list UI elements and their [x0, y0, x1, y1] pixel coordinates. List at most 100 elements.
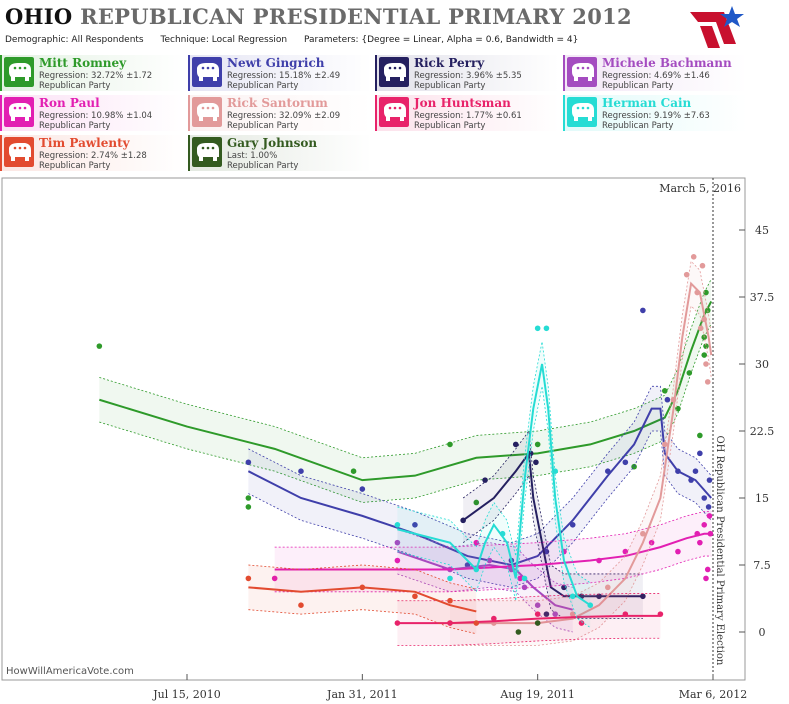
poll-point [690, 254, 697, 260]
elephant-icon [567, 97, 597, 127]
poll-point [578, 620, 585, 626]
candidate-party: Republican Party [39, 161, 111, 171]
poll-point [534, 325, 541, 332]
poll-point [694, 530, 701, 537]
series-line [247, 407, 712, 567]
y-tick-label: 30 [755, 358, 769, 371]
candidate-name: Tim Pawlenty [39, 136, 130, 150]
candidate-regression: Regression: 10.98% ±1.04 [39, 111, 153, 121]
poll-point [359, 584, 366, 591]
poll-point [657, 611, 664, 617]
poll-point [697, 539, 703, 546]
elephant-icon [4, 97, 34, 127]
poll-point [412, 522, 418, 528]
lower-bound-line [397, 573, 573, 633]
poll-point [473, 566, 480, 573]
poll-point [543, 325, 550, 332]
parameters-line: Demographic: All Respondents Technique: … [5, 35, 592, 45]
y-tick-label: 22.5 [750, 425, 775, 438]
poll-point [670, 396, 677, 403]
poll-point [533, 459, 539, 466]
title-state: OHIO [5, 4, 73, 29]
poll-point [394, 522, 401, 528]
candidate-party: Republican Party [414, 121, 486, 131]
poll-point [640, 530, 646, 537]
y-tick-label: 37.5 [750, 291, 775, 304]
elephant-icon [192, 137, 222, 167]
parameters-label: Parameters: {Degree = Linear, Alpha = 0.… [304, 35, 579, 45]
poll-point [703, 361, 709, 367]
poll-point [245, 504, 252, 510]
lower-bound-line [248, 609, 477, 635]
poll-point [675, 548, 681, 555]
candidate-regression: Regression: 32.72% ±1.72 [39, 71, 153, 81]
poll-point [499, 530, 506, 537]
poll-point [527, 450, 534, 457]
poll-point [704, 307, 711, 314]
poll-point [699, 262, 706, 269]
poll-point [703, 289, 709, 296]
poll-point [701, 495, 708, 501]
poll-point [534, 620, 541, 626]
today-label: March 5, 2016 [659, 182, 741, 195]
poll-point [569, 611, 576, 617]
poll-point [596, 557, 602, 564]
y-tick-label: 45 [755, 224, 769, 237]
candidate-party: Republican Party [227, 121, 299, 131]
confidence-band [450, 261, 712, 646]
candidate-card: Rick Perry Regression: 3.96% ±5.35 Republi… [375, 55, 559, 91]
poll-point [534, 441, 541, 448]
x-tick-label: Aug 19, 2011 [499, 688, 575, 701]
elephant-icon [379, 97, 409, 127]
poll-point [605, 584, 611, 591]
poll-point [622, 611, 629, 617]
election-label: OH Republican Presidential Primary Elect… [714, 435, 725, 665]
series-line [462, 450, 643, 598]
candidate-name: Mitt Romney [39, 56, 127, 70]
poll-point [701, 316, 708, 323]
poll-point [701, 352, 708, 358]
series-line [99, 301, 713, 482]
candidate-name: Herman Cain [602, 96, 692, 110]
poll-point [534, 602, 541, 608]
poll-point [543, 611, 550, 617]
poll-point [359, 486, 366, 492]
poll-point [552, 611, 558, 617]
elephant-icon [567, 57, 597, 87]
poll-point [706, 513, 713, 519]
poll-point [675, 468, 681, 475]
poll-point [697, 325, 704, 332]
upper-bound-line [397, 528, 573, 588]
candidate-name: Michele Bachmann [602, 56, 732, 70]
technique-label: Technique: Local Regression [160, 35, 288, 45]
elephant-icon [4, 57, 34, 87]
poll-point [697, 432, 703, 439]
candidate-party: Republican Party [227, 161, 299, 171]
poll-point [298, 602, 304, 608]
poll-point [517, 575, 523, 582]
demographic-label: Demographic: All Respondents [5, 35, 144, 45]
confidence-band [397, 529, 573, 632]
candidate-party: Republican Party [414, 81, 486, 91]
candidate-regression: Regression: 32.09% ±2.09 [227, 111, 341, 121]
lower-bound-line [248, 430, 712, 588]
candidate-party: Republican Party [39, 121, 111, 131]
confidence-band [274, 511, 712, 592]
x-tick-label: Mar 6, 2012 [679, 688, 748, 701]
series-line [248, 586, 477, 613]
poll-point [486, 557, 493, 564]
candidate-legend: Mitt Romney Regression: 32.72% ±1.72 Repub… [0, 55, 789, 175]
poll-point [694, 289, 701, 296]
candidate-card: Ron Paul Regression: 10.98% ±1.04 Republic… [0, 95, 184, 131]
y-tick-label: 15 [755, 492, 769, 505]
lower-bound-line [397, 386, 591, 628]
candidate-card: Rick Santorum Regression: 32.09% ±2.09 Rep… [188, 95, 372, 131]
elephant-icon [4, 137, 34, 167]
candidate-party: Republican Party [602, 121, 674, 131]
candidate-regression: Regression: 4.69% ±1.46 [602, 71, 710, 81]
poll-point [569, 522, 576, 528]
upper-bound-line [99, 278, 712, 459]
elephant-icon [192, 97, 222, 127]
upper-bound-line [450, 260, 712, 602]
poll-point [706, 477, 713, 483]
